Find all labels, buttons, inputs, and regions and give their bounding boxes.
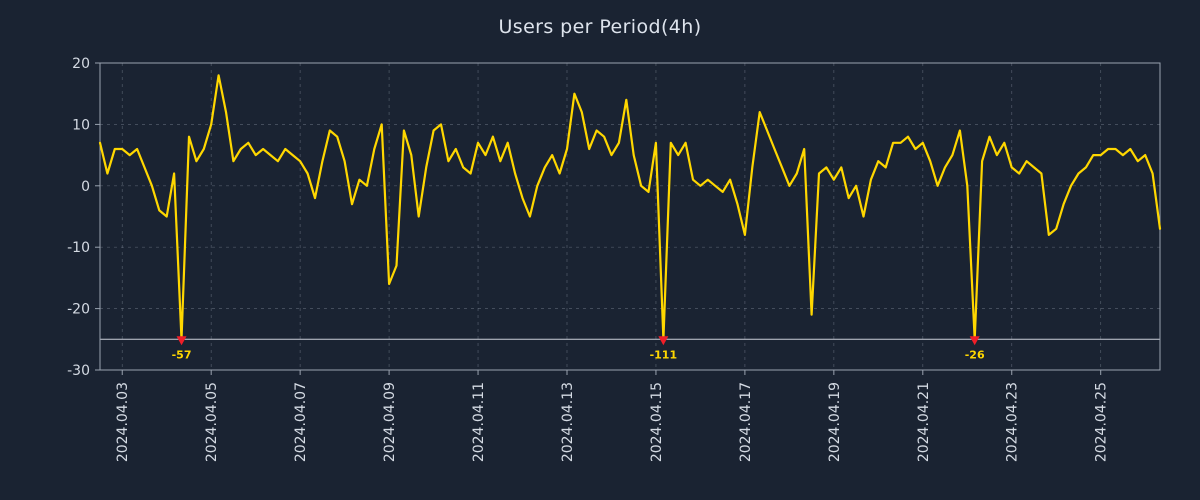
svg-text:2024.04.09: 2024.04.09 <box>382 382 398 462</box>
svg-text:2024.04.19: 2024.04.19 <box>827 382 843 462</box>
svg-text:0: 0 <box>81 179 90 195</box>
svg-text:2024.04.17: 2024.04.17 <box>738 382 754 462</box>
svg-text:2024.04.21: 2024.04.21 <box>916 382 932 462</box>
svg-text:2024.04.25: 2024.04.25 <box>1094 382 1110 462</box>
svg-text:20: 20 <box>72 56 90 72</box>
svg-text:10: 10 <box>72 117 90 133</box>
svg-text:-10: -10 <box>67 240 90 256</box>
svg-text:-26: -26 <box>965 348 985 361</box>
svg-text:-111: -111 <box>650 348 678 361</box>
svg-text:2024.04.13: 2024.04.13 <box>560 382 576 462</box>
svg-text:2024.04.23: 2024.04.23 <box>1005 382 1021 462</box>
svg-text:-30: -30 <box>67 363 90 379</box>
svg-text:2024.04.05: 2024.04.05 <box>204 382 220 462</box>
chart-title: Users per Period(4h) <box>498 16 702 38</box>
svg-text:-20: -20 <box>67 302 90 318</box>
svg-text:2024.04.15: 2024.04.15 <box>649 382 665 462</box>
svg-text:2024.04.07: 2024.04.07 <box>293 382 309 462</box>
svg-text:-57: -57 <box>172 348 192 361</box>
svg-text:2024.04.03: 2024.04.03 <box>115 382 131 462</box>
svg-text:2024.04.11: 2024.04.11 <box>471 382 487 462</box>
